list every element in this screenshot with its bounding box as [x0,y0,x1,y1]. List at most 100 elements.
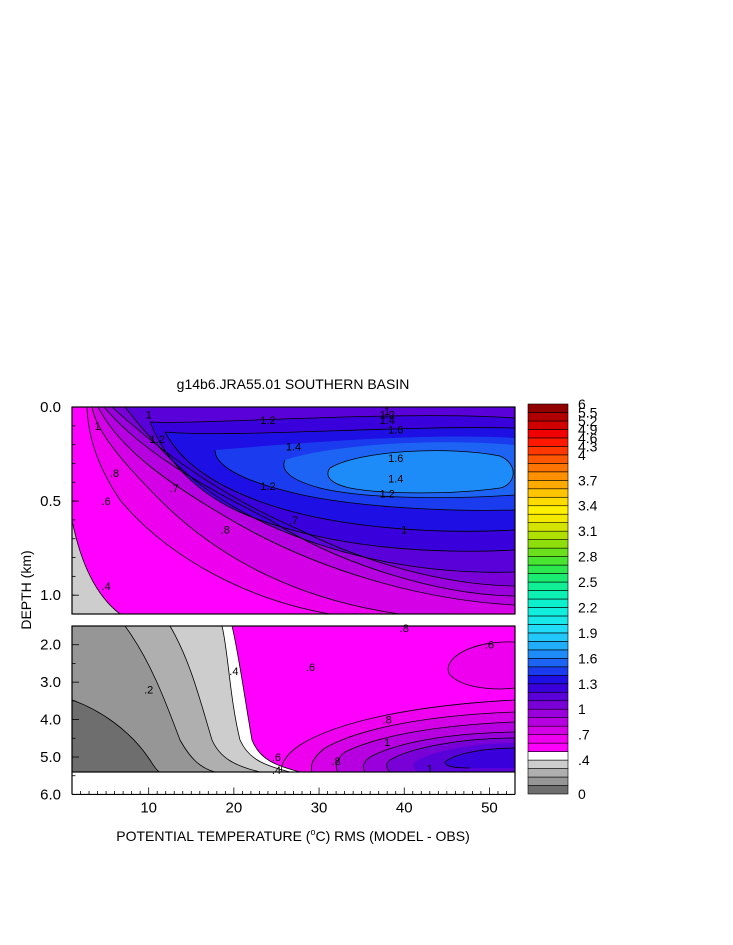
contour-label: 1 [427,763,433,775]
contour-label: .7 [289,515,298,527]
contour-label: 1.4 [286,442,301,454]
colorbar-label: 6 [578,396,586,412]
contour-label: .6 [306,662,315,674]
lower-contour-line [124,626,216,772]
lower-contour-line [310,711,515,772]
colorbar-label: 3.1 [578,523,598,539]
y-axis-label: DEPTH (km) [18,550,34,629]
axes: 10 20 30 40 50 0.0 0.5 1.0 2.0 3.0 4.0 5.0 6.0 [40,399,516,816]
upper-contour-line [149,415,515,423]
lower-contour-line [72,699,161,772]
colorbar-swatch [527,581,569,591]
contour-label: 1.2 [380,489,395,501]
colorbar-swatch [527,496,569,507]
upper-contour-line [103,407,515,597]
colorbar-swatch [527,683,569,693]
x-tick-label: 40 [396,799,413,816]
contour-label: .8 [110,468,119,480]
colorbar-label: 4.6 [578,430,598,446]
colorbar-label: 4 [578,447,586,463]
colorbar-swatch [527,446,569,456]
colorbar-swatch [527,700,569,710]
y-tick-label: 2.0 [40,637,61,654]
y-tick-label: 6.0 [40,786,61,803]
upper-contour-line [327,450,514,494]
colorbar-swatch [527,590,569,600]
colorbar-swatch [527,547,569,557]
upper-contour-line [111,407,515,587]
upper-contour-line [86,407,331,614]
contour-label: .6 [101,496,110,508]
y-tick-label: 1.0 [40,587,61,604]
y-tick-label: 0.0 [40,399,61,416]
contour-label: .2 [144,685,153,697]
lower-fill-level-0-6 [448,641,515,689]
colorbar-swatch [527,785,569,795]
upper-contour-line [97,407,515,606]
colorbar-swatch [527,632,569,642]
lower-contour-line [444,747,515,769]
colorbar-label: 1 [578,701,586,717]
chart-title: g14b6.JRA55.01 SOUTHERN BASIN [177,376,410,392]
contour-label: .6 [272,752,281,764]
x-axis-label-degree: o [310,827,315,837]
upper-panel-frame [71,406,516,615]
contour-label: 1.2 [260,481,275,493]
lower-contour-lines [72,626,515,772]
contour-label: 1.2 [150,434,165,446]
x-tick-label: 30 [311,799,328,816]
colorbar-swatch [527,522,569,532]
colorbar-label: 1.9 [578,625,598,641]
contour-label: 1.6 [388,453,403,465]
colorbar-swatch [527,573,569,583]
colorbar-swatch [527,734,569,744]
upper-contour-lines [72,407,515,614]
colorbar-swatch [527,505,569,515]
lower-contour-line [386,737,515,772]
colorbar-swatch [527,666,569,676]
contour-label: 1.6 [388,425,403,437]
colorbar-swatch [527,742,569,752]
x-tick-label: 50 [481,799,498,816]
colorbar-swatch [527,463,569,473]
upper-contour-line [214,449,515,511]
upper-contour-line [164,431,515,532]
colorbar-swatch [527,564,569,574]
lower-contour-line [362,731,515,772]
contour-label: 1 [146,410,152,422]
upper-contour-labels: 1 11.2 1.21.41.21 1.61.41.61.41.21.2.8.7.6.… [94,406,407,593]
colorbar-swatch [527,403,569,413]
contour-label: 1.4 [388,474,403,486]
contour-label: .6 [485,640,494,652]
colorbar-swatch [527,420,569,430]
contour-label: 1.4 [380,415,395,427]
contour-label: .7 [170,483,179,495]
contour-label: 1 [401,524,407,536]
contour-label: .4 [272,765,281,777]
colorbar-swatch [527,539,569,549]
lower-contour-line [231,626,301,772]
colorbar-label: 3.7 [578,472,598,488]
contour-label: 1 [384,406,390,418]
colorbar-swatch [527,768,569,778]
colorbar-swatch [527,471,569,481]
colorbar-label: 4.3 [578,438,598,454]
colorbar-label: 4.9 [578,421,598,437]
contour-label: .8 [332,756,341,768]
upper-contour-line [283,459,515,499]
colorbar-label: 1.3 [578,676,598,692]
upper-fill-level-1-6 [327,450,514,493]
colorbar: 0 .4 .7 1 1.3 1.6 1.9 2.2 2.5 2.8 3.1 3.4 3.7 44.34.6… [527,396,598,802]
upper-contour-line [124,407,515,573]
colorbar-swatch [527,708,569,718]
contour-label: .4 [101,581,110,593]
y-tick-label: 3.0 [40,674,61,691]
upper-panel-fill [72,407,515,614]
colorbar-swatch [527,691,569,702]
x-axis-label-part: POTENTIAL TEMPERATURE ( [116,828,311,844]
colorbar-label: 2.2 [578,599,598,615]
colorbar-label: 3.4 [578,498,598,514]
colorbar-label: .4 [578,752,590,768]
colorbar-swatch [527,530,569,540]
